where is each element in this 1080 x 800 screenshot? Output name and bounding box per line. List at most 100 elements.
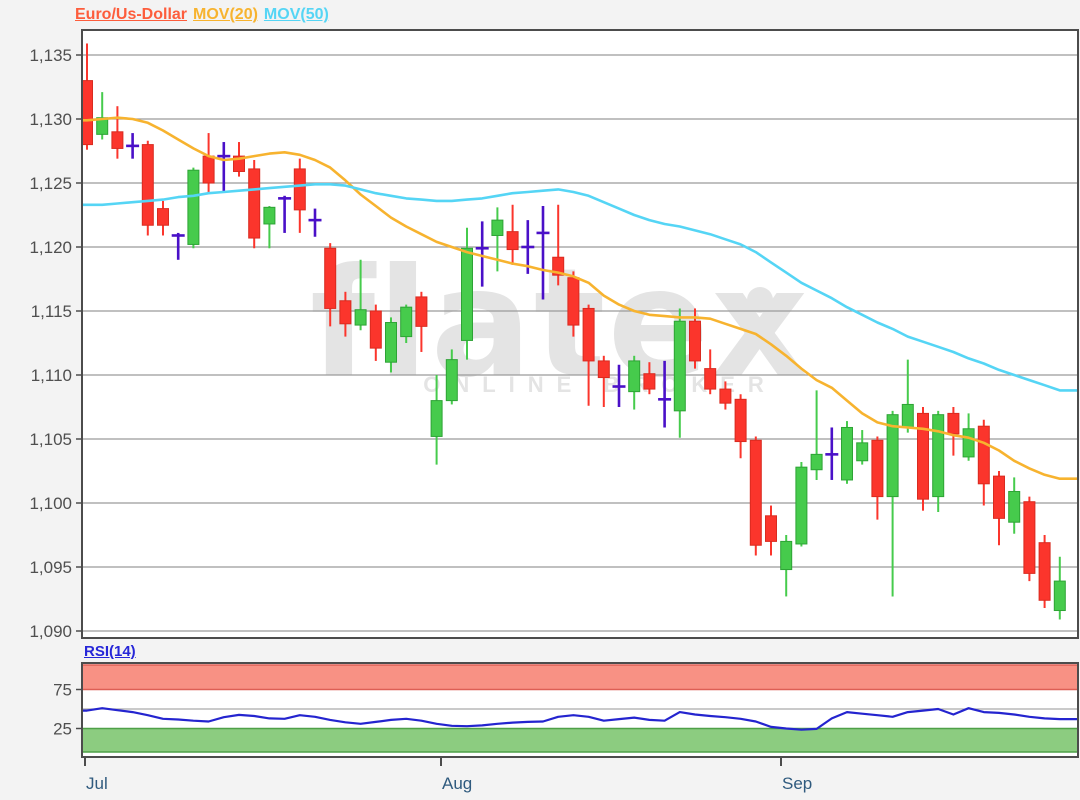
candle-body — [415, 296, 428, 327]
candle-body — [917, 412, 929, 500]
candle — [658, 360, 672, 428]
candle — [780, 535, 793, 597]
candle-body — [597, 360, 610, 379]
candle — [263, 206, 276, 249]
candle-body — [673, 320, 686, 412]
candle-body — [856, 442, 869, 462]
candle — [157, 200, 169, 236]
candle — [324, 243, 337, 327]
candle — [1038, 535, 1051, 608]
candle — [83, 43, 93, 150]
candle-body — [461, 247, 473, 341]
candle — [795, 462, 808, 547]
candle-body — [977, 425, 990, 485]
rsi-axis-label: 75 — [53, 681, 72, 700]
oversold-band — [82, 728, 1078, 752]
symbol-title: Euro/Us-Dollar — [75, 6, 188, 23]
candle — [111, 106, 124, 159]
candle — [841, 421, 853, 484]
rsi-plot-border — [81, 662, 1079, 758]
candle-body — [233, 155, 245, 172]
candle-body — [141, 144, 154, 226]
candle — [506, 204, 519, 265]
candle-body — [689, 320, 701, 362]
main-plot-border — [81, 29, 1079, 639]
candle-body — [187, 169, 200, 245]
y-axis-label: 1,125 — [29, 174, 72, 193]
candle — [917, 407, 929, 511]
candle-body — [582, 307, 595, 362]
candle-body — [445, 359, 458, 402]
candle — [612, 364, 626, 407]
candle — [415, 291, 428, 352]
mov50-legend: MOV(50) — [263, 6, 329, 23]
candle-body — [83, 80, 93, 146]
candle-body — [901, 403, 914, 428]
candle — [749, 436, 762, 556]
candle — [126, 133, 140, 159]
candle — [1053, 556, 1066, 620]
candle-body — [841, 426, 853, 481]
candle-body — [324, 247, 337, 309]
candle-body — [248, 168, 261, 239]
candle — [810, 390, 823, 480]
y-axis-label: 1,135 — [29, 46, 72, 65]
mov20-legend: MOV(20) — [193, 6, 258, 23]
candle-body — [795, 466, 808, 545]
y-axis-label: 1,120 — [29, 238, 72, 257]
candle-body — [886, 414, 899, 498]
candle — [475, 221, 489, 287]
rsi-label: RSI(14) — [84, 643, 136, 660]
candle — [430, 375, 443, 465]
candle — [1023, 496, 1036, 582]
candle-body — [1008, 490, 1021, 523]
candle-body — [491, 219, 504, 236]
x-axis: Jul Aug Sep — [84, 757, 812, 793]
candle-body — [293, 168, 306, 211]
candle-body — [339, 300, 352, 325]
candle-body — [780, 540, 793, 571]
candle — [886, 410, 899, 597]
candle — [461, 227, 473, 360]
candle — [734, 394, 747, 459]
candle — [536, 206, 550, 300]
candle-body — [369, 310, 382, 349]
overbought-band — [82, 665, 1078, 690]
candlestick-series — [83, 43, 1066, 620]
candle-body — [962, 428, 975, 458]
candle — [719, 381, 732, 410]
main-plot-background — [82, 30, 1078, 638]
y-axis-label: 1,090 — [29, 622, 72, 641]
candle-body — [628, 360, 641, 393]
candle — [369, 304, 382, 361]
candle — [141, 140, 154, 236]
candle — [217, 142, 231, 192]
rsi-axis-label: 25 — [53, 720, 72, 739]
candle-body — [810, 453, 823, 471]
candle — [293, 158, 306, 233]
candle — [643, 362, 656, 395]
candle — [339, 291, 352, 337]
candle — [187, 167, 200, 249]
candle-body — [430, 400, 443, 437]
candle — [582, 304, 595, 406]
candle-body — [765, 515, 777, 542]
candle — [385, 317, 397, 373]
candle-body — [643, 373, 656, 390]
candle — [856, 430, 869, 465]
candle — [765, 505, 777, 556]
candle — [932, 410, 945, 512]
candle-body — [993, 475, 1005, 519]
candle — [597, 355, 610, 407]
candle-body — [506, 231, 519, 251]
candle — [977, 419, 990, 506]
candle — [354, 259, 367, 331]
candle — [704, 349, 717, 395]
candle-body — [400, 306, 413, 338]
month-label: Jul — [86, 774, 108, 793]
candle — [628, 355, 641, 410]
candle — [871, 436, 884, 520]
candle-body — [263, 206, 276, 225]
